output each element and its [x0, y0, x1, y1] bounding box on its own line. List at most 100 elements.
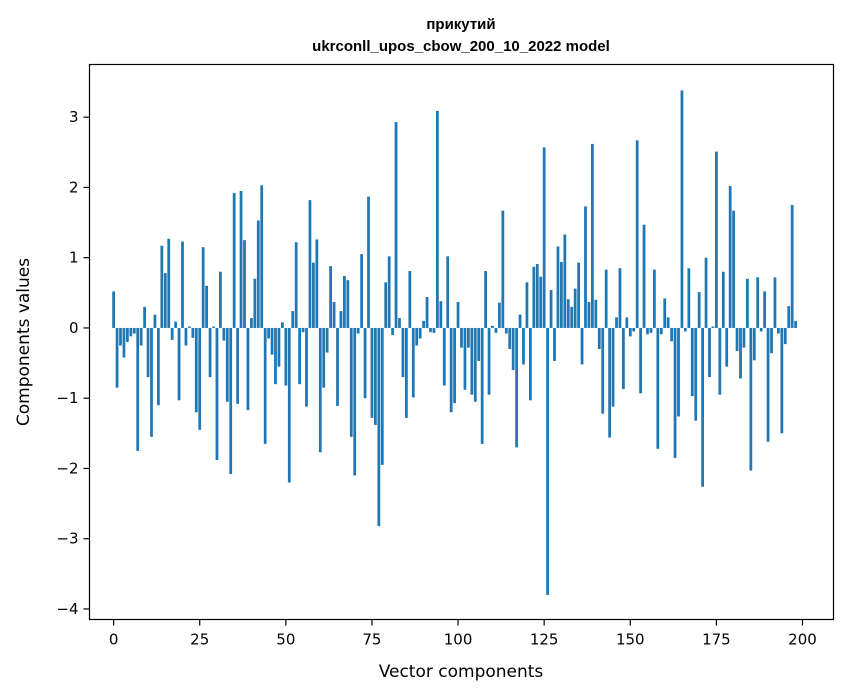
y-tick-label: 1: [69, 249, 79, 267]
bar-component-37: [239, 190, 243, 328]
bar-component-14: [160, 245, 164, 328]
bar-component-0: [112, 291, 115, 328]
bar-component-94: [436, 110, 439, 328]
bar-component-91: [425, 297, 429, 328]
bar-component-127: [549, 290, 553, 328]
bar-component-103: [467, 327, 470, 348]
bar-component-130: [560, 261, 563, 328]
bar-component-57: [308, 200, 312, 328]
bar-component-45: [267, 327, 270, 339]
bar-component-198: [794, 320, 797, 328]
bar-component-178: [725, 327, 729, 367]
bar-component-129: [556, 246, 560, 328]
bar-component-62: [325, 327, 329, 353]
bar-component-34: [229, 327, 233, 475]
bar-component-33: [225, 327, 229, 402]
bar-component-142: [601, 327, 605, 414]
bar-component-86: [408, 271, 412, 328]
bar-component-122: [532, 266, 536, 328]
bar-component-93: [432, 327, 436, 333]
bar-component-106: [477, 327, 481, 361]
bar-component-102: [463, 327, 467, 390]
bar-component-150: [628, 327, 632, 337]
bar-component-15: [163, 273, 167, 328]
bar-component-78: [380, 327, 384, 465]
bar-component-190: [766, 327, 770, 442]
bar-component-138: [587, 301, 591, 328]
x-tick-label: 100: [444, 631, 473, 649]
bar-component-72: [360, 254, 363, 328]
bar-component-54: [298, 327, 301, 385]
bar-component-77: [377, 327, 381, 527]
bar-component-132: [566, 299, 570, 328]
bar-component-121: [529, 327, 532, 401]
bar-component-64: [332, 301, 336, 328]
bar-component-182: [739, 327, 742, 379]
y-axis-ticks: −4 −3 −2 −1 0 1 2 3: [56, 108, 90, 618]
bar-component-98: [449, 327, 453, 413]
bar-component-4: [126, 327, 129, 342]
bar-component-69: [349, 327, 353, 437]
bar-component-140: [594, 299, 598, 328]
bar-component-18: [174, 321, 177, 328]
plot-frame: [88, 63, 835, 621]
bar-component-20: [181, 241, 184, 328]
bar-component-153: [639, 327, 642, 394]
bar-component-2: [119, 327, 122, 346]
bar-component-144: [608, 327, 611, 438]
chart-title-line2: ukrconll_upos_cbow_200_10_2022 model: [312, 38, 610, 55]
bar-component-118: [518, 314, 522, 328]
y-tick-label: −3: [56, 530, 78, 548]
bar-component-174: [711, 326, 715, 328]
bar-component-184: [746, 278, 749, 328]
bar-component-41: [253, 278, 257, 328]
bar-component-169: [694, 327, 698, 421]
y-axis-label: Components values: [14, 258, 34, 426]
bar-component-135: [577, 262, 580, 328]
bar-component-9: [143, 306, 146, 328]
bar-component-104: [470, 327, 474, 395]
bar-component-145: [611, 327, 615, 407]
bar-component-180: [732, 210, 735, 328]
bar-component-166: [684, 327, 687, 332]
bar-component-160: [663, 298, 667, 328]
bar-component-124: [539, 276, 543, 328]
bar-component-186: [752, 327, 756, 361]
bar-component-29: [212, 326, 215, 328]
bar-component-71: [356, 327, 360, 334]
bar-component-26: [201, 247, 205, 328]
bar-component-114: [504, 327, 508, 334]
bar-component-81: [391, 327, 394, 335]
x-tick-label: 0: [109, 631, 119, 649]
bar-component-146: [615, 317, 618, 328]
bar-component-139: [591, 143, 594, 328]
bar-component-126: [546, 327, 549, 595]
bar-component-148: [622, 327, 625, 390]
bar-component-25: [198, 327, 202, 430]
bar-component-163: [673, 327, 677, 458]
bar-component-79: [384, 282, 388, 328]
bar-component-100: [456, 301, 460, 328]
bar-component-136: [580, 327, 584, 365]
bar-component-68: [346, 280, 350, 328]
y-tick-label: 2: [69, 178, 79, 196]
bar-component-195: [783, 327, 787, 345]
bar-component-92: [429, 327, 432, 333]
bar-component-7: [136, 327, 140, 451]
bar-component-141: [597, 327, 601, 350]
bar-component-134: [573, 288, 577, 328]
bar-component-88: [415, 327, 419, 346]
bar-component-12: [153, 314, 157, 328]
bar-component-168: [690, 327, 694, 397]
bar-component-67: [343, 275, 346, 328]
bars-group: [112, 90, 797, 595]
bar-component-181: [735, 327, 739, 352]
x-tick-label: 50: [276, 631, 295, 649]
bar-component-23: [191, 327, 195, 338]
bar-component-30: [215, 327, 219, 461]
bar-component-123: [535, 264, 539, 328]
bar-component-159: [659, 327, 663, 335]
bar-component-35: [232, 193, 236, 328]
x-tick-label: 75: [362, 631, 381, 649]
x-tick-label: 200: [788, 631, 817, 649]
